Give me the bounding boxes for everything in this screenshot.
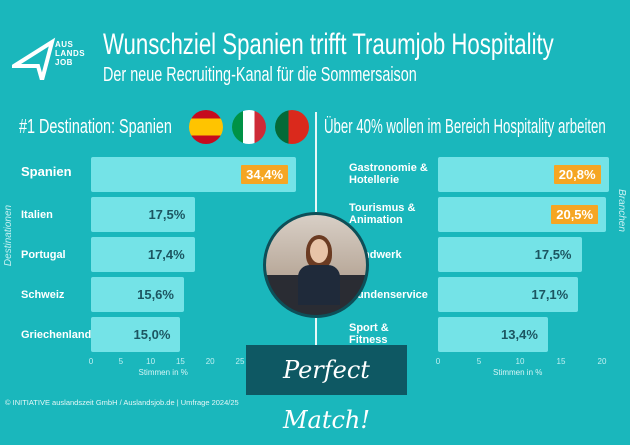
category-label: Spanien — [21, 164, 72, 179]
value-label: 20,5% — [551, 205, 599, 224]
x-tick-label: 5 — [476, 357, 482, 366]
bar — [438, 277, 579, 312]
x-tick-label: 5 — [118, 357, 124, 366]
x-tick-label: 0 — [88, 357, 94, 366]
value-label: 13,4% — [501, 327, 538, 342]
value-label: 15,0% — [133, 327, 171, 342]
x-tick-label: 20 — [597, 357, 607, 366]
right-heading: Über 40% wollen im Bereich Hospitality a… — [324, 116, 606, 138]
x-tick-label: 25 — [235, 357, 245, 366]
spain-flag-icon — [189, 110, 223, 144]
x-tick-label: 10 — [146, 357, 156, 366]
footer-credit: © INITIATIVE auslandszeit GmbH / Ausland… — [5, 398, 239, 407]
value-label: 17,1% — [531, 287, 569, 302]
logo-text: AUS LANDS JOB — [55, 40, 86, 67]
italy-flag-icon — [232, 110, 266, 144]
category-label: Kundenservice — [349, 289, 428, 301]
category-label: Italien — [21, 209, 53, 221]
category-label: Griechenland — [21, 329, 92, 341]
y-axis-label-right: Branchen — [615, 189, 627, 232]
x-tick-label: 10 — [515, 357, 525, 366]
perfect-match-badge: Perfect Match! — [246, 345, 407, 434]
bar — [438, 317, 548, 352]
bar — [91, 237, 195, 272]
category-label: Gastronomie & Hotellerie — [349, 162, 428, 186]
page-title: Wunschziel Spanien trifft Traumjob Hospi… — [103, 28, 554, 61]
bar — [91, 197, 196, 232]
y-axis-label-left: Destinationen — [3, 204, 15, 267]
x-tick-label: 0 — [435, 357, 441, 366]
category-label: Tourismus & Animation — [349, 202, 416, 226]
value-label: 20,8% — [553, 165, 601, 184]
x-tick-label: 15 — [556, 357, 566, 366]
category-label: Sport & Fitness — [349, 322, 389, 346]
logo-arrow-icon — [12, 37, 56, 80]
value-label: 17,5% — [148, 207, 186, 222]
bar — [91, 277, 184, 312]
receptionist-photo — [263, 212, 369, 318]
x-axis-label: Stimmen in % — [138, 368, 188, 377]
value-label: 15,6% — [137, 287, 174, 302]
left-heading: #1 Destination: Spanien — [19, 116, 172, 138]
value-label: 17,4% — [147, 247, 185, 262]
value-label: 34,4% — [241, 165, 289, 184]
portugal-flag-icon — [275, 110, 309, 144]
x-tick-label: 20 — [205, 357, 215, 366]
page-subtitle: Der neue Recruiting-Kanal für die Sommer… — [103, 64, 417, 86]
bar — [91, 317, 181, 352]
x-axis-label: Stimmen in % — [493, 368, 543, 377]
value-label: 17,5% — [534, 247, 572, 262]
bar — [438, 237, 582, 272]
x-tick-label: 15 — [175, 357, 185, 366]
category-label: Portugal — [21, 249, 66, 261]
category-label: Schweiz — [21, 289, 65, 301]
